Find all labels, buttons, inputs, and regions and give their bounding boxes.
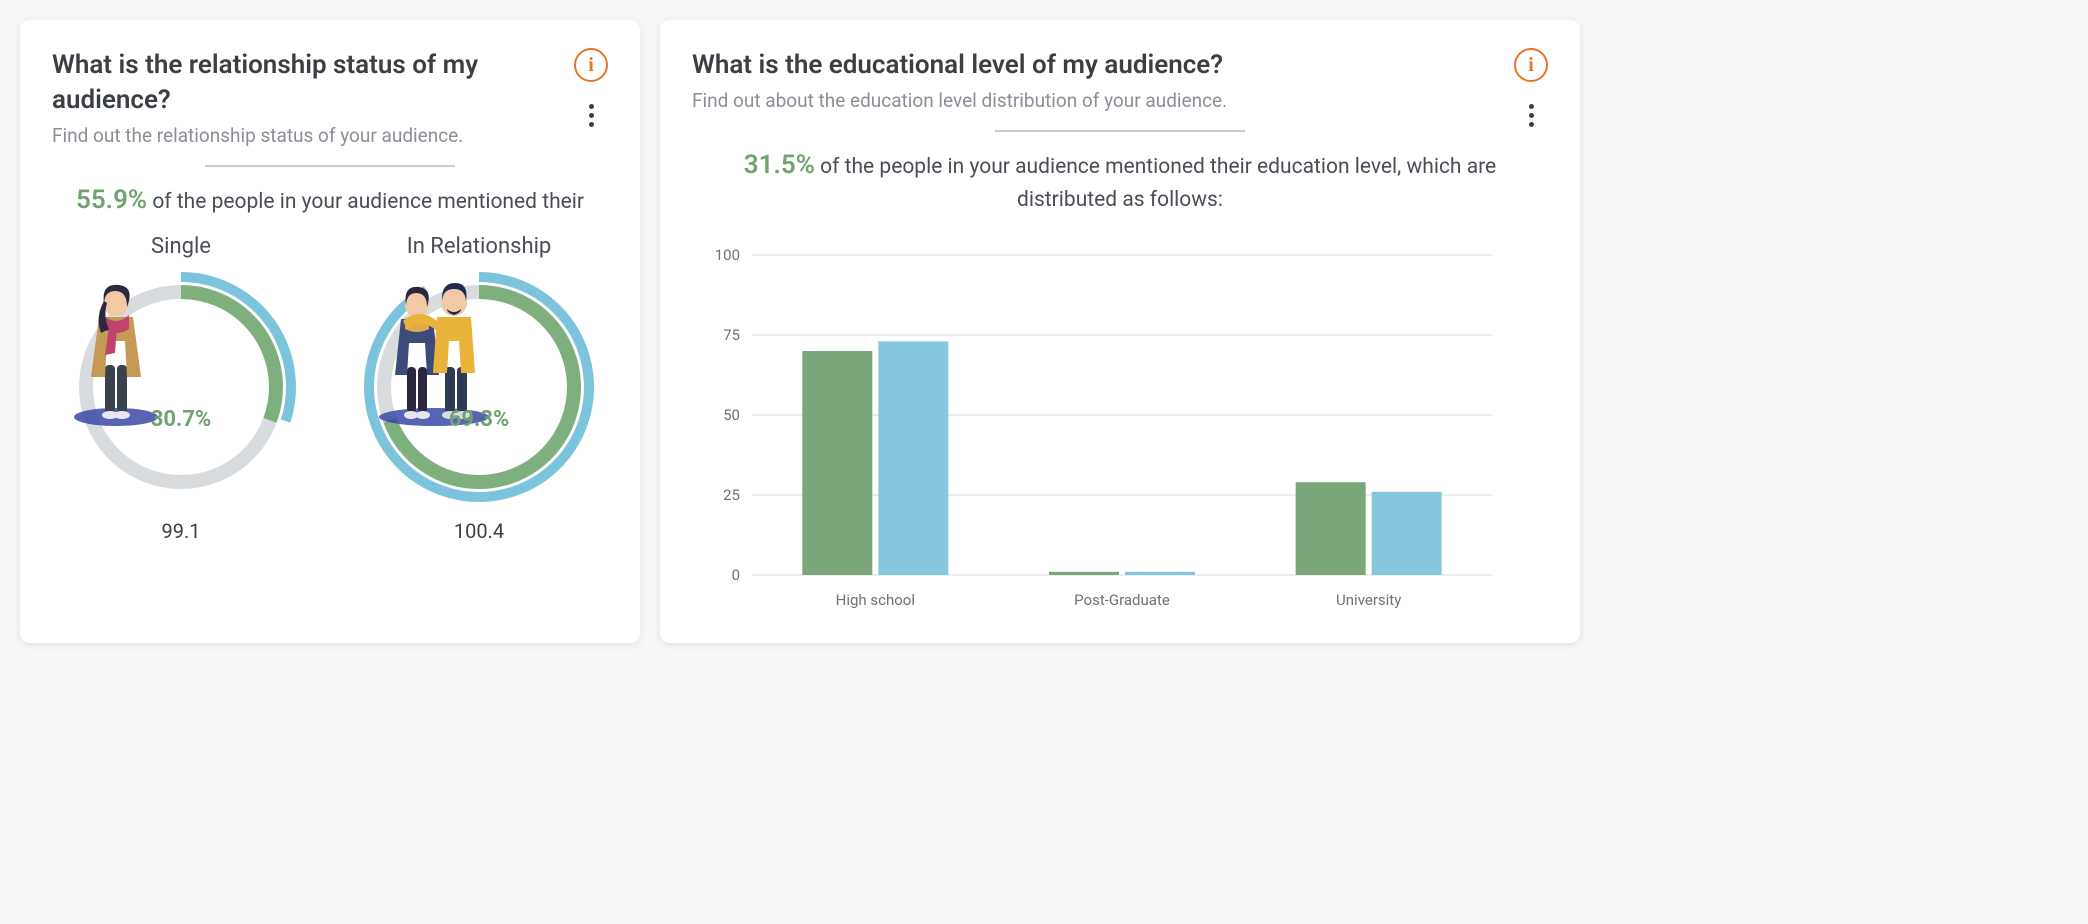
donut-chart: 69.3% (359, 267, 599, 507)
bar (802, 351, 872, 575)
summary-text: 55.9% of the people in your audience men… (52, 181, 608, 220)
bar (1296, 482, 1366, 575)
card-actions: i (1514, 48, 1548, 131)
summary-rest: of the people in your audience mentioned… (815, 155, 1496, 212)
relationship-card: What is the relationship status of my au… (20, 20, 640, 643)
card-title: What is the relationship status of my au… (52, 48, 548, 118)
svg-text:25: 25 (723, 486, 740, 504)
more-icon[interactable] (585, 100, 598, 131)
bar (1372, 491, 1442, 574)
summary-text: 31.5% of the people in your audience men… (692, 146, 1548, 217)
single-person-icon (61, 277, 171, 427)
info-icon[interactable]: i (1514, 48, 1548, 82)
bar-chart-svg: 0 25 50 75 100 High school Post-Graduate Univer… (692, 235, 1512, 615)
donut-chart: 30.7% (61, 267, 301, 507)
couple-icon (359, 277, 509, 427)
relationship-item: In Relationship (350, 234, 608, 543)
donut-percent: 30.7% (61, 407, 301, 432)
info-icon[interactable]: i (574, 48, 608, 82)
summary-rest: of the people in your audience mentioned… (147, 190, 584, 214)
more-icon[interactable] (1525, 100, 1538, 131)
svg-text:75: 75 (723, 326, 740, 344)
card-header: What is the relationship status of my au… (52, 48, 608, 147)
education-bar-chart: 0 25 50 75 100 High school Post-Graduate Univer… (692, 235, 1548, 619)
summary-percent: 31.5% (744, 150, 815, 180)
relationship-footer-value: 99.1 (52, 519, 310, 543)
divider (995, 130, 1245, 132)
relationship-label: Single (52, 234, 310, 259)
card-header: What is the educational level of my audi… (692, 48, 1548, 112)
svg-text:University: University (1336, 591, 1401, 609)
relationship-label: In Relationship (350, 234, 608, 259)
bar (1049, 571, 1119, 574)
education-card: What is the educational level of my audi… (660, 20, 1580, 643)
relationship-row: Single (52, 234, 608, 543)
relationship-footer-value: 100.4 (350, 519, 608, 543)
bar (878, 341, 948, 575)
bar (1125, 571, 1195, 574)
svg-text:50: 50 (723, 406, 740, 424)
svg-text:100: 100 (715, 246, 740, 264)
card-subtitle: Find out the relationship status of your… (52, 124, 548, 147)
svg-text:0: 0 (732, 566, 740, 584)
svg-text:Post-Graduate: Post-Graduate (1074, 591, 1170, 609)
summary-percent: 55.9% (76, 185, 147, 215)
card-subtitle: Find out about the education level distr… (692, 89, 1488, 112)
relationship-item: Single (52, 234, 310, 543)
svg-text:High school: High school (836, 591, 915, 609)
card-actions: i (574, 48, 608, 131)
divider (205, 165, 455, 167)
donut-percent: 69.3% (359, 407, 599, 432)
card-title: What is the educational level of my audi… (692, 48, 1488, 83)
